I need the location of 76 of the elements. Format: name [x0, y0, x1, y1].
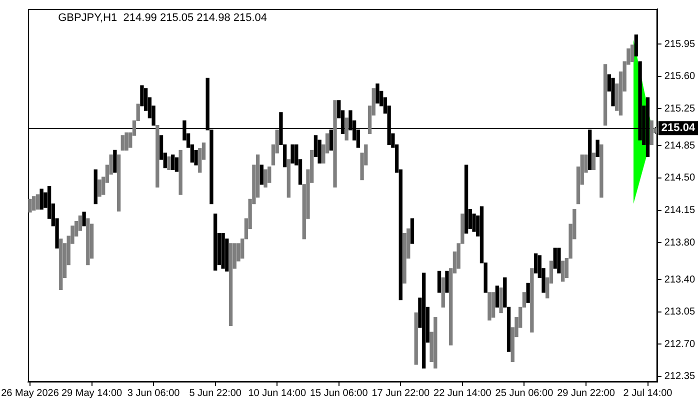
candlestick: [445, 270, 449, 293]
candlestick: [40, 188, 44, 210]
candlestick: [260, 164, 264, 185]
x-tick-label: 10 Jun 14:00: [248, 388, 306, 399]
candlestick: [422, 272, 426, 368]
y-tick-label: 213.80: [664, 237, 696, 248]
candlestick: [174, 157, 179, 172]
candlestick: [592, 152, 596, 170]
candlestick: [286, 159, 291, 198]
candlestick: [560, 260, 565, 282]
candlestick: [32, 196, 36, 211]
candlestick: [28, 198, 32, 212]
candlestick: [59, 238, 63, 290]
candlestick: [557, 248, 561, 274]
candlestick: [437, 270, 442, 293]
candlestick: [526, 282, 530, 303]
candlestick: [596, 140, 600, 158]
candlestick: [264, 169, 268, 188]
candlestick: [603, 64, 608, 126]
candlestick: [94, 169, 98, 204]
x-tick-label: 17 Jun 22:00: [372, 388, 430, 399]
candlestick: [495, 286, 500, 308]
y-tick-label: 214.85: [664, 140, 696, 152]
y-tick-label: 214.50: [664, 172, 696, 184]
candlestick: [650, 120, 654, 146]
candlestick: [410, 218, 414, 244]
x-tick-label: 5 Jun 22:00: [189, 388, 242, 399]
chart-title: GBPJPY,H1 214.99 215.05 214.98 215.04: [58, 12, 268, 24]
y-tick-label: 212.35: [664, 371, 696, 382]
x-tick-label: 15 Jun 06:00: [310, 388, 368, 399]
candlestick: [86, 218, 90, 266]
candlestick: [491, 292, 496, 318]
candlestick: [499, 287, 503, 314]
candlestick: [488, 292, 492, 320]
x-tick-label: 25 Jun 06:00: [495, 388, 554, 399]
candlestick: [116, 154, 121, 212]
candlestick: [530, 268, 534, 332]
candlestick: [228, 243, 233, 326]
candlestick: [290, 144, 294, 164]
candlestick: [441, 277, 445, 308]
candlestick: [376, 83, 380, 104]
candlestick: [634, 34, 638, 56]
candlestick: [414, 312, 418, 365]
candlestick: [333, 100, 337, 188]
y-tick-label: 213.05: [664, 306, 696, 318]
candlestick: [221, 233, 225, 269]
candlestick: [630, 44, 634, 62]
x-tick-label: 3 Jun 06:00: [127, 388, 180, 399]
candlestick: [611, 78, 615, 106]
candlestick: [344, 118, 348, 140]
y-tick-label: 212.70: [664, 338, 696, 350]
x-tick-label: 26 May 2026: [1, 388, 60, 399]
y-tick-label: 213.40: [664, 274, 696, 286]
candlestick: [178, 150, 182, 195]
candlestick: [82, 212, 86, 226]
candlestick: [124, 132, 128, 151]
candlestick: [434, 317, 438, 368]
x-tick-label: 22 Jun 14:00: [434, 388, 492, 399]
candlestick: [167, 156, 171, 170]
y-tick-label: 215.95: [664, 38, 696, 50]
x-tick-label: 2 Jul 14:00: [623, 388, 673, 399]
y-tick-label: 214.15: [664, 205, 696, 216]
candlestick: [98, 179, 102, 197]
candlestick: [464, 164, 468, 234]
candlestick: [213, 214, 218, 271]
x-tick-label: 29 Jun 22:00: [557, 388, 616, 399]
candlestick: [171, 154, 175, 170]
candlestick: [156, 125, 160, 188]
x-tick-label: 29 May 14:00: [61, 388, 122, 399]
ref-line-label: 215.04: [661, 122, 696, 134]
candlestick: [113, 150, 117, 173]
candlestick: [600, 144, 604, 198]
y-tick-label: 215.25: [664, 103, 696, 114]
candlestick: [120, 135, 124, 151]
candlestick: [36, 194, 40, 210]
y-tick-label: 215.60: [664, 71, 696, 82]
